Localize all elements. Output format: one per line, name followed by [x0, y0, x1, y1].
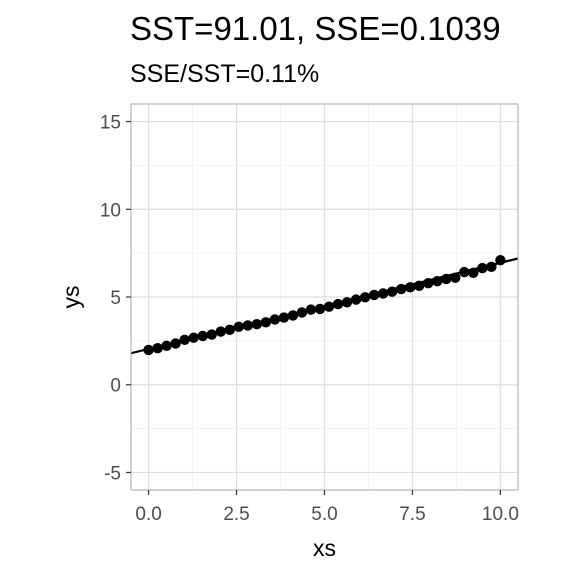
- data-point: [305, 304, 317, 315]
- data-point: [251, 318, 263, 330]
- data-point: [332, 298, 344, 310]
- data-point: [395, 283, 407, 295]
- x-tick-label: 10.0: [482, 504, 519, 525]
- data-point: [143, 344, 154, 356]
- data-point: [152, 343, 163, 354]
- data-point: [495, 254, 506, 266]
- data-layer: [131, 254, 518, 356]
- data-point: [188, 332, 199, 343]
- data-point: [287, 310, 299, 321]
- y-tick-label: 5: [110, 288, 121, 309]
- data-point: [170, 338, 181, 349]
- data-point: [224, 324, 235, 336]
- data-point: [269, 314, 281, 325]
- data-point: [441, 273, 452, 285]
- data-point: [432, 276, 443, 287]
- x-tick-label: 5.0: [311, 504, 337, 525]
- data-point: [468, 267, 479, 278]
- data-point: [278, 312, 290, 323]
- data-point: [206, 329, 217, 340]
- data-point: [197, 330, 208, 342]
- y-tick-label: 10: [100, 200, 121, 221]
- data-point: [414, 280, 425, 291]
- data-point: [477, 262, 488, 274]
- y-axis-title: ys: [58, 286, 84, 309]
- x-axis-title: xs: [313, 535, 336, 561]
- data-point: [377, 288, 389, 299]
- data-point: [386, 286, 398, 297]
- data-point: [341, 297, 353, 308]
- data-point: [486, 261, 497, 273]
- data-point: [459, 266, 470, 278]
- y-tick-label: 0: [110, 376, 121, 397]
- x-tick-label: 2.5: [223, 504, 249, 525]
- data-point: [233, 321, 245, 333]
- data-point: [368, 289, 380, 301]
- data-point: [450, 272, 461, 283]
- data-point: [260, 317, 272, 328]
- data-point: [179, 334, 190, 346]
- chart-subtitle: SSE/SST=0.11%: [130, 60, 319, 88]
- chart-title: SST=91.01, SSE=0.1039: [130, 10, 501, 47]
- data-point: [359, 292, 371, 303]
- data-point: [404, 282, 416, 293]
- y-tick-label: 15: [100, 113, 121, 134]
- data-point: [296, 307, 308, 318]
- data-point: [323, 301, 335, 312]
- x-axis: 0.0 2.5 5.0 7.5 10.0: [135, 490, 519, 525]
- data-point: [161, 340, 172, 351]
- data-point: [215, 326, 226, 337]
- x-tick-label: 0.0: [135, 504, 161, 525]
- data-point: [423, 277, 434, 289]
- x-tick-label: 7.5: [399, 504, 425, 525]
- data-point: [314, 303, 326, 315]
- y-tick-label: -5: [104, 463, 121, 484]
- y-axis: -5 0 5 10 15: [100, 113, 131, 484]
- data-point: [350, 294, 362, 305]
- grid-major: [131, 104, 518, 490]
- data-point: [242, 320, 254, 331]
